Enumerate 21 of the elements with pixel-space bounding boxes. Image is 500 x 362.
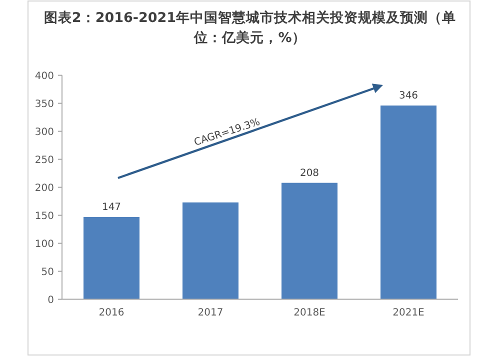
x-tick-label: 2021E <box>392 307 424 318</box>
data-label: 147 <box>102 202 122 213</box>
y-tick-label: 350 <box>34 98 54 110</box>
data-label: 346 <box>398 90 418 102</box>
y-tick-label: 400 <box>34 70 54 82</box>
x-tick-label: 2017 <box>198 307 224 318</box>
y-tick-label: 150 <box>34 210 54 222</box>
y-tick-label: 0 <box>48 294 54 306</box>
data-label: 208 <box>300 168 320 179</box>
bar <box>282 182 338 300</box>
x-tick-label: 2018E <box>294 307 326 318</box>
bar <box>84 216 140 300</box>
y-tick-label: 50 <box>41 266 54 278</box>
y-tick-label: 100 <box>34 238 54 250</box>
y-tick-label: 300 <box>34 126 54 138</box>
bar <box>182 202 238 300</box>
y-tick-label: 250 <box>34 154 54 166</box>
bar <box>380 106 436 300</box>
x-tick-label: 2016 <box>98 307 124 318</box>
y-tick-label: 200 <box>34 182 54 194</box>
chart-title: 图表2：2016-2021年中国智慧城市技术相关投资规模及预测（单位：亿美元，%） <box>44 9 456 46</box>
